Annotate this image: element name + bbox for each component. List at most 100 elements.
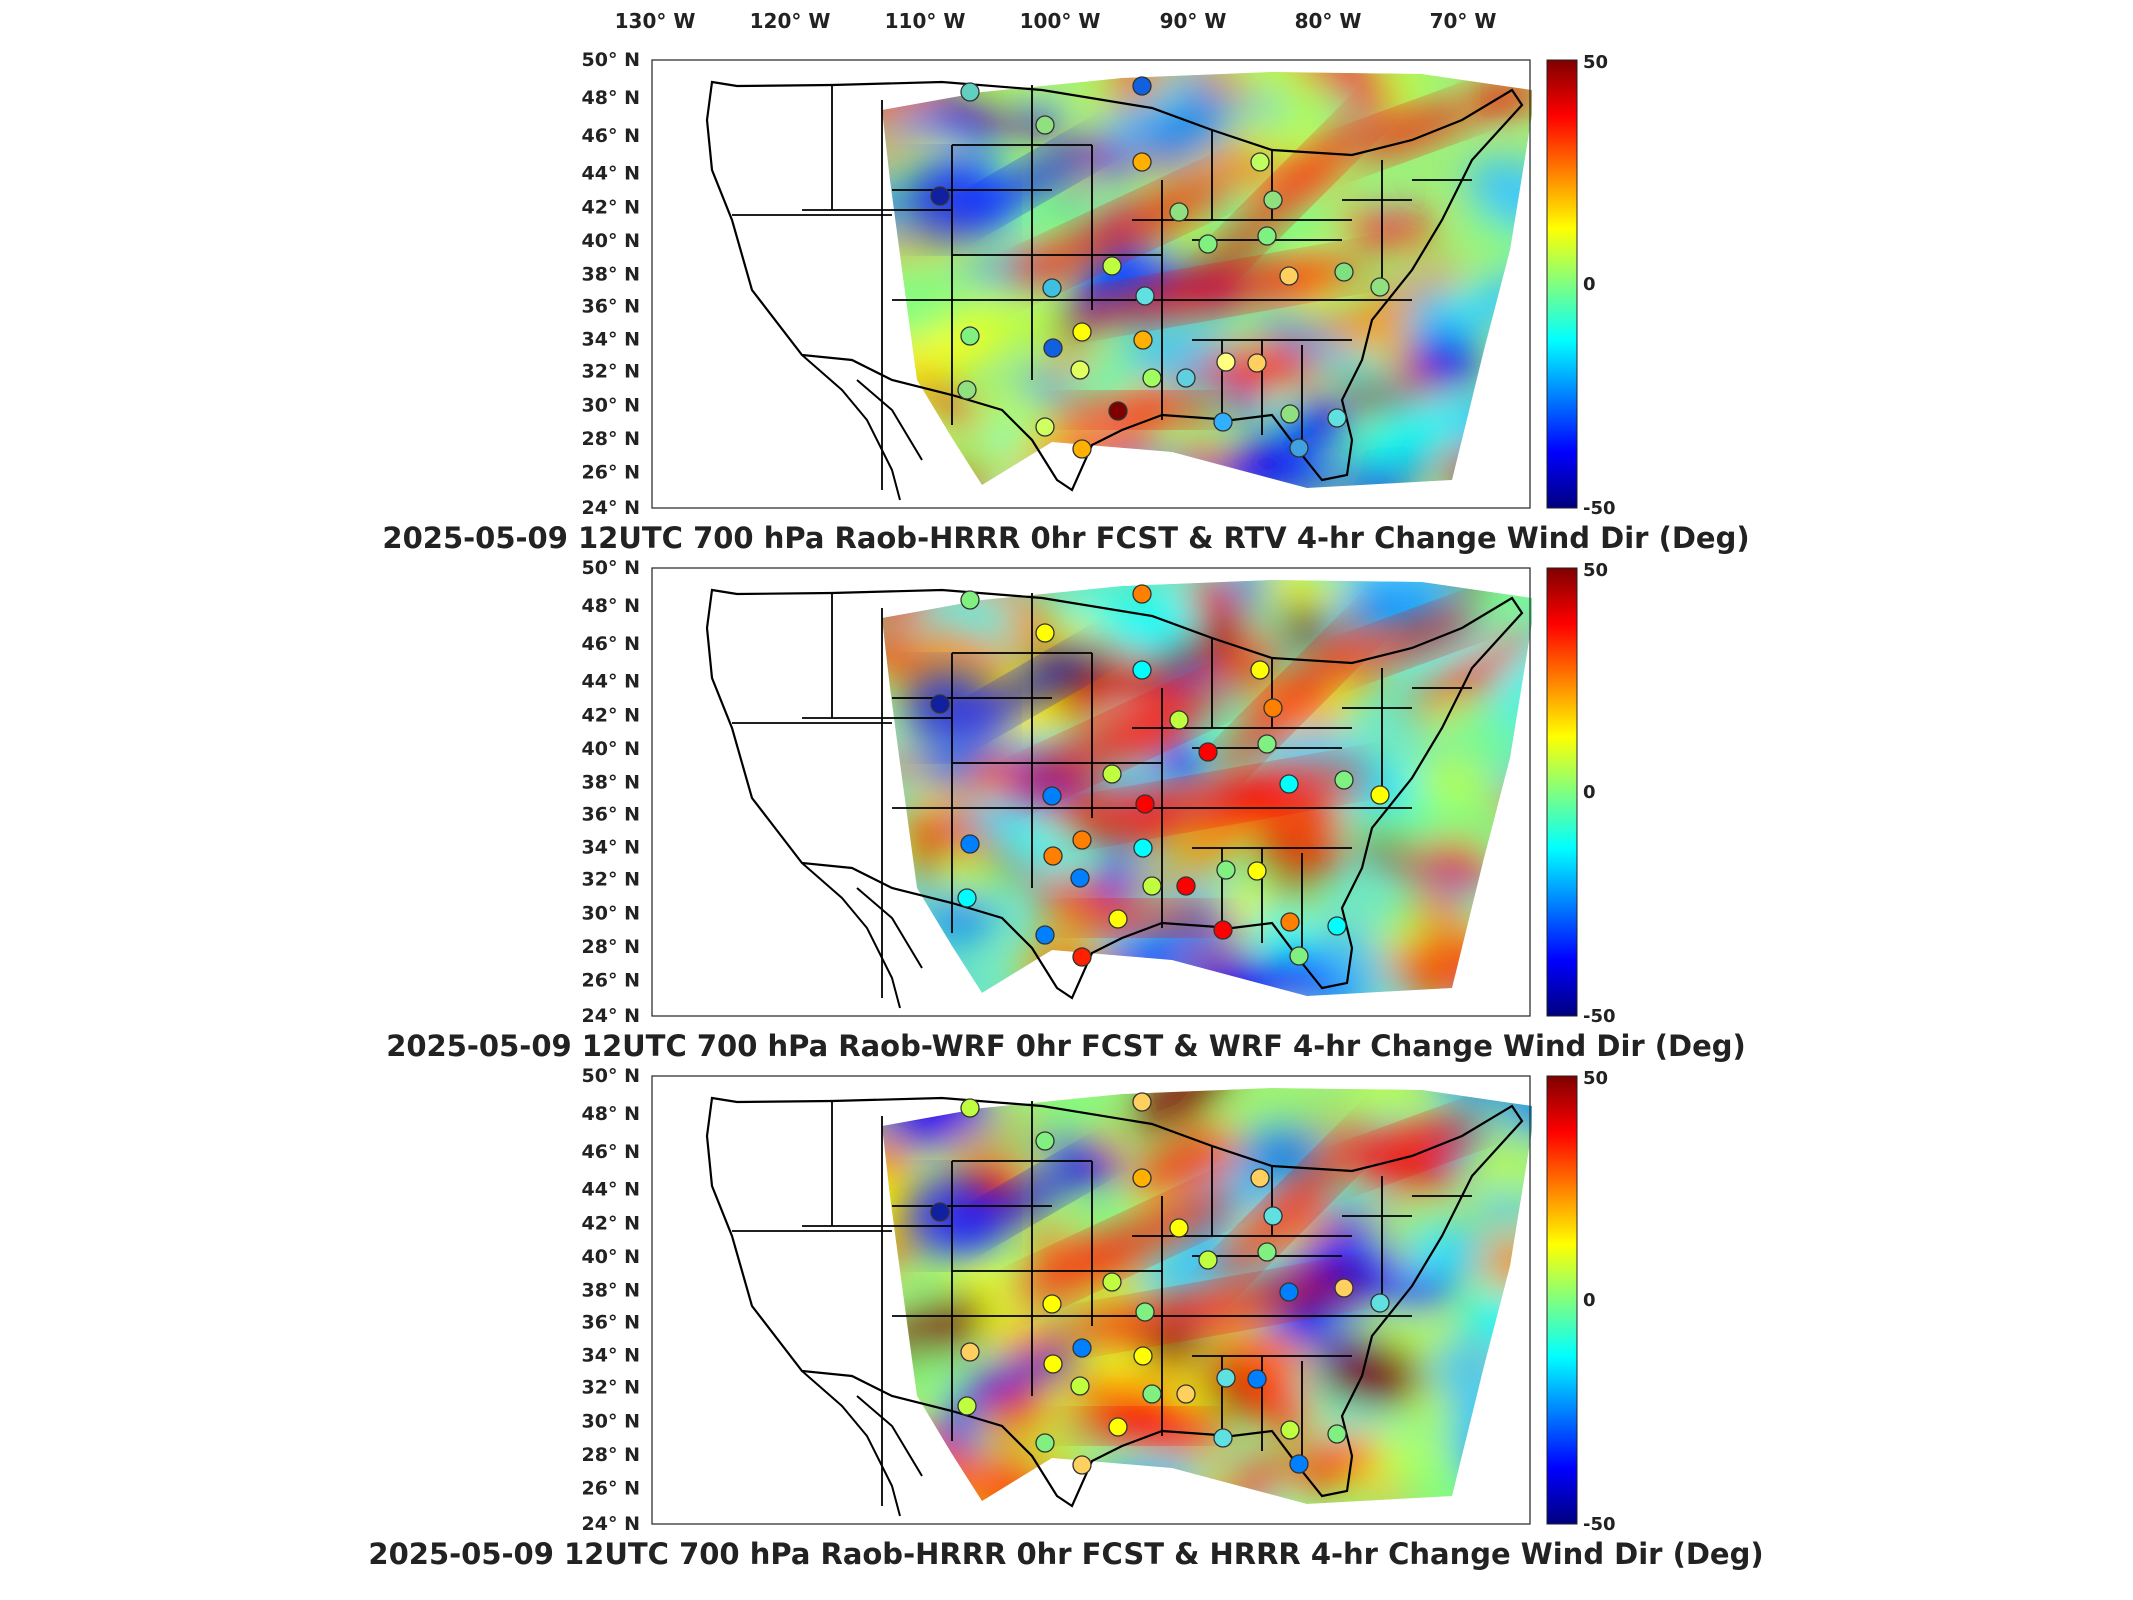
colorbar-gradient (1546, 1075, 1578, 1525)
raob-station (1133, 330, 1153, 350)
colorbar-mid-label: 0 (1583, 1290, 1596, 1311)
baja-coast (856, 1395, 923, 1477)
field-patch (891, 1422, 935, 1476)
lat-tick-label: 50° N (582, 557, 640, 579)
raob-station (1279, 774, 1299, 794)
map-frame (651, 567, 1531, 1017)
map-panel-hrrr-rtv: 50° N 48° N 46° N 44° N 42° N 40° N 38° N 36° N… (382, 49, 1749, 555)
raob-station (1280, 404, 1300, 424)
field-patch (1317, 1340, 1423, 1409)
raob-station (1132, 660, 1152, 680)
field-patch (1095, 270, 1153, 293)
field-patch (920, 624, 1010, 678)
raob-station (1043, 846, 1063, 866)
raob-station-markers (930, 584, 1390, 967)
latitude-axis-labels: 50° N 48° N 46° N 44° N 42° N 40° N 38° N 36° N… (582, 49, 640, 519)
raob-station (1070, 360, 1090, 380)
lat-tick-label: 28° N (582, 936, 640, 958)
raob-station (1102, 1272, 1122, 1292)
field-patch (961, 300, 1006, 331)
panel-title: 2025-05-09 12UTC 700 hPa Raob-HRRR 0hr F… (368, 1537, 1763, 1571)
baja-coast (856, 379, 923, 461)
raob-station (1327, 408, 1347, 428)
raob-station (1072, 947, 1092, 967)
field-patch (1464, 1131, 1524, 1190)
colorbar-min-label: -50 (1583, 1514, 1616, 1535)
lat-tick-label: 44° N (582, 671, 640, 693)
lat-tick-label: 24° N (582, 1513, 640, 1535)
raob-station (1250, 660, 1270, 680)
raob-station (1035, 115, 1055, 135)
field-patch (1154, 740, 1212, 783)
raob-station (1257, 734, 1277, 754)
field-patch (882, 445, 949, 488)
raob-station (1327, 916, 1347, 936)
field-patch (882, 969, 969, 996)
coastline (705, 80, 1524, 492)
raob-station (1042, 278, 1062, 298)
wind-direction-change-field (882, 580, 1532, 996)
lat-tick-label: 26° N (582, 462, 640, 484)
colorbar: 50 0 -50 (1546, 1068, 1616, 1535)
colorbar-gradient (1546, 59, 1578, 509)
lon-tick-label: 130° W (615, 9, 696, 33)
field-patch (918, 106, 1001, 151)
raob-station (960, 1342, 980, 1362)
field-patch (1129, 1125, 1242, 1206)
lon-tick-label: 70° W (1430, 9, 1497, 33)
lat-tick-label: 36° N (582, 1312, 640, 1334)
colorbar-min-label: -50 (1583, 1006, 1616, 1027)
lat-tick-label: 26° N (582, 970, 640, 992)
lat-tick-label: 34° N (582, 837, 640, 859)
raob-station (1257, 226, 1277, 246)
field-patch (1083, 467, 1130, 488)
map-panel-hrrr: 50° N 48° N 46° N 44° N 42° N 40° N 38° N 36° N… (368, 1065, 1763, 1571)
map-frame (651, 59, 1531, 509)
field-band (1345, 607, 1479, 669)
lat-tick-label: 36° N (582, 296, 640, 318)
lon-tick-label: 100° W (1020, 9, 1101, 33)
field-patch (1321, 1200, 1386, 1246)
map-frame (651, 1075, 1531, 1525)
field-patch (1126, 1088, 1239, 1130)
colorbar: 50 0 -50 (1546, 560, 1616, 1027)
field-patch (1460, 454, 1532, 488)
lon-tick-label: 80° W (1295, 9, 1362, 33)
lat-tick-label: 42° N (582, 196, 640, 218)
field-patch (1407, 283, 1454, 336)
lat-tick-label: 24° N (582, 1005, 640, 1027)
raob-station (1142, 1384, 1162, 1404)
field-band (1345, 99, 1479, 161)
colorbar-mid-label: 0 (1583, 274, 1596, 295)
lat-tick-label: 50° N (582, 49, 640, 71)
raob-station (1135, 794, 1155, 814)
field-patch (1436, 703, 1522, 772)
longitude-axis-labels: 130° W 120° W 110° W 100° W 90° W 80° W 70° W (615, 9, 1497, 33)
lat-tick-label: 42° N (582, 1212, 640, 1234)
colorbar-max-label: 50 (1583, 1068, 1608, 1089)
raob-station (1132, 1092, 1152, 1112)
lat-tick-label: 40° N (582, 1246, 640, 1268)
raob-station (1042, 1294, 1062, 1314)
raob-station (1198, 742, 1218, 762)
raob-station (957, 888, 977, 908)
field-band (1062, 396, 1222, 424)
raob-station (1072, 1455, 1092, 1475)
field-patch (1490, 467, 1532, 488)
field-band (1213, 1127, 1371, 1285)
lat-tick-label: 28° N (582, 428, 640, 450)
raob-station (960, 1098, 980, 1118)
raob-station (960, 590, 980, 610)
lon-tick-label: 90° W (1160, 9, 1227, 33)
field-patch (1222, 580, 1269, 604)
map-panel-wrf: 50° N 48° N 46° N 44° N 42° N 40° N 38° N 36° N… (386, 557, 1746, 1063)
raob-station (1070, 868, 1090, 888)
raob-station (1216, 860, 1236, 880)
raob-station (930, 1202, 950, 1222)
raob-station (1280, 1420, 1300, 1440)
lat-tick-label: 36° N (582, 804, 640, 826)
lat-tick-label: 32° N (582, 361, 640, 383)
raob-station (1135, 1302, 1155, 1322)
raob-station (1176, 876, 1196, 896)
colorbar-max-label: 50 (1583, 52, 1608, 73)
